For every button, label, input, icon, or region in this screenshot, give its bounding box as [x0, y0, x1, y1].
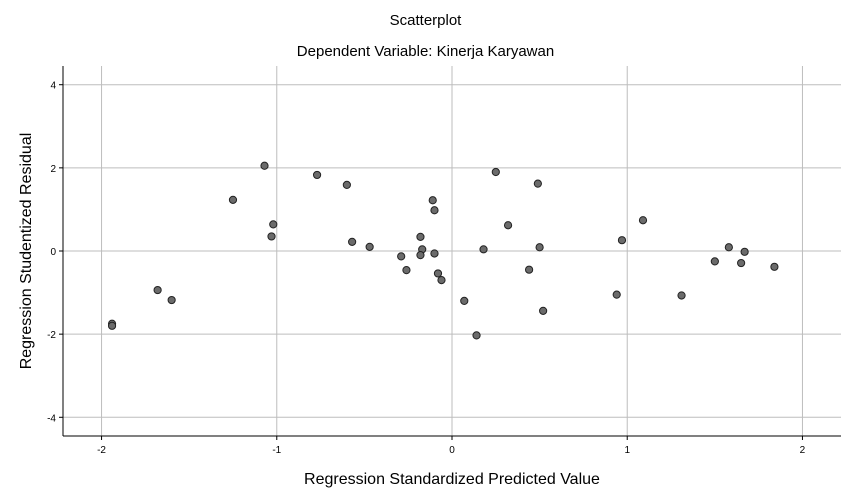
data-point [430, 249, 439, 258]
data-point [539, 306, 548, 315]
data-point [402, 266, 411, 275]
data-point [348, 237, 357, 246]
data-point [430, 206, 439, 215]
data-point [433, 269, 443, 278]
x-axis-label: Regression Standardized Predicted Value [304, 471, 600, 488]
data-point [228, 195, 238, 204]
data-point [260, 161, 269, 170]
data-point [428, 196, 437, 205]
chart-subtitle: Dependent Variable: Kinerja Karyawan [296, 43, 555, 60]
data-point [617, 236, 627, 245]
y-tick-label: 0 [50, 247, 56, 258]
data-point [342, 180, 351, 189]
grid-lines [63, 66, 841, 436]
x-tick-labels: -2 -1 0 1 2 [97, 445, 806, 456]
data-point [153, 285, 162, 295]
x-tick-label: 2 [800, 445, 806, 456]
data-point [612, 290, 621, 299]
data-point [503, 221, 513, 230]
y-tick-label: -2 [47, 330, 56, 341]
y-tick-label: 2 [50, 164, 56, 175]
data-point [460, 296, 469, 305]
data-point [107, 321, 117, 330]
data-point [770, 262, 779, 271]
data-point [724, 243, 733, 252]
data-point [638, 216, 648, 225]
axes [59, 66, 841, 440]
data-point [677, 291, 686, 300]
data-point [312, 170, 322, 180]
data-point [710, 257, 719, 266]
data-point [437, 276, 446, 285]
data-point [491, 167, 500, 177]
x-tick-label: -2 [97, 445, 106, 456]
data-point [365, 242, 374, 251]
data-point [267, 232, 276, 241]
data-point [472, 331, 481, 340]
x-tick-label: 0 [449, 445, 455, 456]
x-tick-label: 1 [624, 445, 630, 456]
data-point [737, 258, 746, 268]
data-point [535, 243, 544, 252]
data-point [740, 247, 749, 256]
x-tick-label: -1 [272, 445, 281, 456]
y-tick-label: -4 [47, 413, 56, 424]
data-points [107, 161, 779, 340]
data-point [167, 295, 176, 305]
y-tick-label: 4 [50, 81, 56, 92]
data-point [416, 232, 425, 241]
chart-title: Scatterplot [389, 12, 462, 29]
y-tick-labels: -4 -2 0 2 4 [47, 81, 56, 425]
data-point [416, 251, 425, 260]
data-point [269, 220, 278, 229]
data-point [479, 245, 488, 254]
data-point [397, 252, 406, 261]
data-point [533, 179, 542, 188]
data-point [524, 265, 534, 274]
y-axis-label: Regression Studentized Residual [18, 133, 35, 370]
